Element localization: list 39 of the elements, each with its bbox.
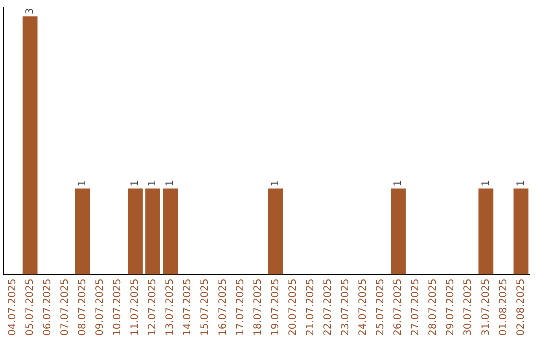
x-tick-label: 05.07.2025	[24, 278, 36, 336]
x-tick-label: 31.07.2025	[480, 278, 492, 336]
x-tick-label: 24.07.2025	[358, 278, 370, 336]
x-tick-label: 15.07.2025	[200, 278, 212, 336]
x-tick-label: 21.07.2025	[305, 278, 316, 336]
x-tick-label: 02.08.2025	[516, 278, 527, 336]
data-label: 1	[270, 180, 282, 187]
x-tick-label: 19.07.2025	[270, 278, 282, 336]
x-tick-label: 27.07.2025	[410, 278, 422, 336]
data-label: 1	[480, 180, 492, 187]
x-tick-label: 08.07.2025	[77, 278, 88, 336]
x-tick-label: 18.07.2025	[252, 278, 264, 336]
data-label: 1	[393, 180, 404, 187]
x-tick-label: 11.07.2025	[130, 278, 142, 336]
x-tick-label: 26.07.2025	[393, 278, 404, 336]
x-tick-label: 14.07.2025	[182, 278, 194, 336]
x-tick-label: 01.08.2025	[498, 278, 510, 336]
data-label: 1	[165, 180, 176, 187]
data-label: 3	[24, 8, 36, 15]
data-label: 1	[130, 180, 142, 187]
x-tick-label: 10.07.2025	[112, 278, 124, 336]
x-tick-label: 17.07.2025	[235, 278, 246, 336]
data-label: 1	[148, 180, 159, 187]
x-tick-label: 07.07.2025	[60, 278, 71, 336]
x-tick-label: 29.07.2025	[446, 278, 457, 336]
data-label: 1	[516, 180, 527, 187]
x-tick-label: 20.07.2025	[288, 278, 299, 336]
x-tick-label: 12.07.2025	[148, 278, 159, 336]
x-tick-label: 04.07.2025	[7, 278, 18, 336]
x-tick-label: 09.07.2025	[95, 278, 106, 336]
x-tick-label: 30.07.2025	[463, 278, 474, 336]
x-tick-label: 28.07.2025	[428, 278, 440, 336]
x-tick-label: 25.07.2025	[376, 278, 387, 336]
x-tick-label: 06.07.2025	[42, 278, 54, 336]
x-tick-label: 16.07.2025	[218, 278, 229, 336]
x-tick-label: 13.07.2025	[165, 278, 176, 336]
x-tick-label: 22.07.2025	[322, 278, 334, 336]
x-tick-label: 23.07.2025	[340, 278, 352, 336]
data-label: 1	[77, 180, 88, 187]
